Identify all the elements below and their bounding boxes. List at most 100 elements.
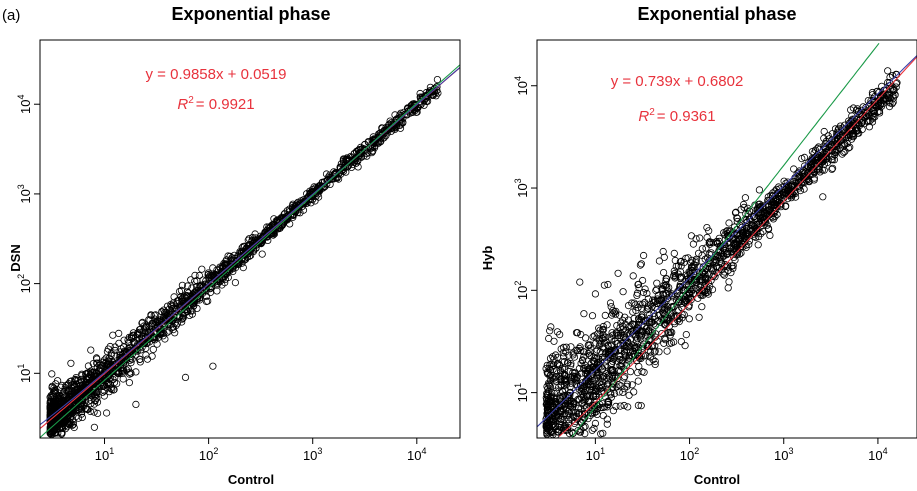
data-point [828, 146, 837, 154]
data-point [171, 307, 179, 315]
data-point [586, 391, 594, 400]
data-point [553, 328, 562, 336]
data-point [885, 103, 894, 111]
data-point [100, 356, 109, 364]
data-point [720, 229, 728, 237]
data-point [688, 262, 697, 271]
scatter-points-right [542, 67, 901, 439]
data-point [854, 129, 862, 137]
data-point [633, 324, 642, 332]
data-point [384, 125, 393, 133]
data-point [676, 273, 684, 281]
data-point [410, 102, 418, 110]
data-point [630, 341, 638, 350]
y-tick-label: 104 [513, 76, 530, 95]
data-point [660, 253, 668, 261]
data-point [279, 217, 287, 225]
data-point [655, 297, 663, 305]
data-point [802, 165, 811, 173]
data-point [179, 314, 187, 322]
data-point [615, 388, 623, 396]
data-point [649, 356, 657, 364]
data-point [862, 104, 870, 112]
data-point [163, 328, 171, 337]
data-point [580, 423, 588, 431]
data-point [686, 274, 695, 282]
data-point [713, 262, 721, 271]
x-tick-label: 102 [680, 446, 699, 463]
data-point [607, 367, 615, 375]
data-point [183, 282, 192, 290]
data-point [600, 372, 608, 380]
data-point [820, 127, 828, 136]
data-point [578, 399, 586, 407]
data-point [598, 377, 606, 385]
data-point [663, 275, 671, 283]
data-point [613, 332, 622, 340]
data-point [84, 362, 93, 370]
data-point [379, 131, 387, 139]
data-point [884, 67, 892, 75]
data-point [855, 107, 863, 115]
data-point [591, 392, 599, 400]
data-point [614, 269, 622, 277]
data-point [433, 76, 441, 84]
data-point [204, 269, 212, 277]
data-point [172, 321, 180, 330]
data-point [142, 344, 150, 352]
data-point [607, 393, 616, 401]
data-point [178, 294, 186, 303]
plot-frame-right [536, 39, 917, 439]
data-point [50, 398, 58, 406]
data-point [670, 338, 678, 346]
plot-frame-left [39, 39, 461, 439]
data-point [707, 276, 715, 284]
data-point [892, 70, 900, 79]
data-point [542, 364, 550, 373]
data-point [547, 323, 555, 331]
data-point [689, 285, 697, 293]
data-point [356, 152, 364, 160]
data-point [381, 126, 389, 135]
data-point [639, 251, 648, 260]
data-point [603, 420, 611, 428]
fit-line-green [571, 42, 880, 438]
data-point [396, 121, 404, 130]
data-point [773, 190, 781, 198]
data-point [636, 300, 644, 308]
data-point [430, 84, 439, 93]
data-point [101, 368, 109, 377]
data-point [242, 248, 250, 257]
data-point [658, 286, 666, 294]
data-point [604, 342, 612, 350]
data-point [551, 351, 560, 359]
x-axis-label-left: Control [228, 472, 274, 487]
data-point [47, 394, 55, 402]
data-point [545, 364, 553, 372]
fit-line-blue [39, 66, 461, 426]
data-point [644, 302, 652, 310]
data-point [828, 165, 836, 173]
data-point [595, 337, 604, 345]
data-point [692, 255, 700, 263]
data-point [589, 333, 597, 341]
data-point [588, 312, 597, 320]
data-point [562, 343, 570, 351]
data-point [609, 369, 617, 377]
data-point [59, 397, 68, 405]
data-point [612, 402, 620, 410]
data-point [360, 146, 368, 154]
data-point [213, 287, 221, 295]
data-point [626, 368, 635, 376]
data-point [108, 385, 116, 394]
data-point [191, 271, 199, 279]
data-point [634, 401, 643, 409]
data-point [182, 305, 190, 313]
data-point [770, 201, 778, 209]
data-point [555, 401, 563, 409]
data-point [643, 289, 651, 298]
data-point [651, 347, 659, 355]
outlier-point [90, 423, 99, 431]
data-point [620, 401, 628, 410]
data-point [603, 321, 611, 329]
